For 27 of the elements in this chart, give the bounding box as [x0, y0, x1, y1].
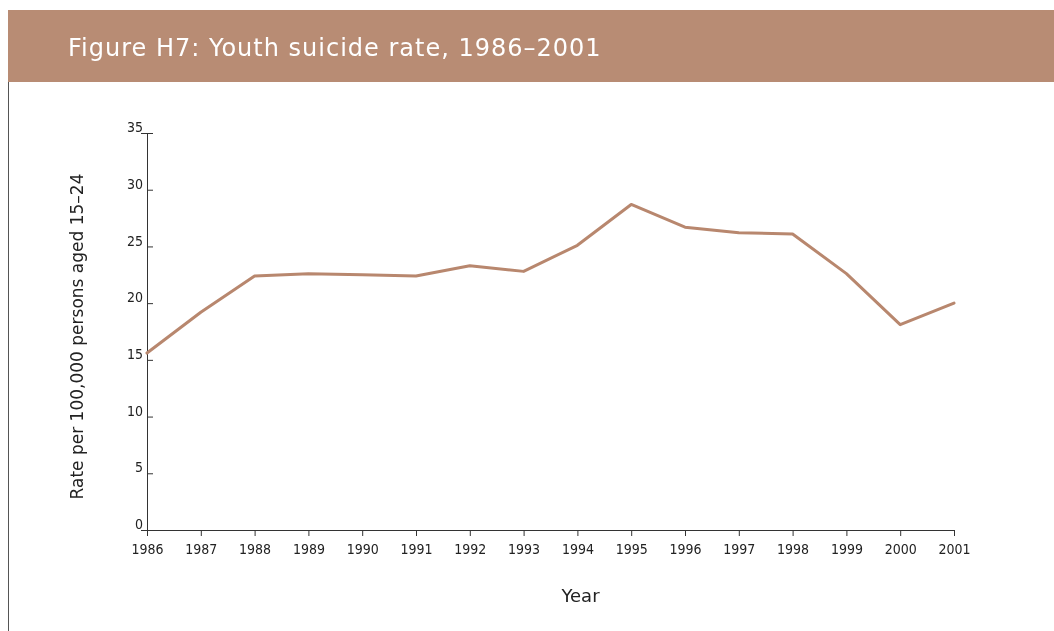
- x-tick-label: 1997: [723, 541, 756, 558]
- y-tick-label: 25: [126, 232, 143, 249]
- x-tick-label: 1990: [346, 541, 379, 558]
- x-tick-label: 1989: [292, 541, 325, 558]
- x-tick-label: 1993: [508, 541, 541, 558]
- y-tick-label: 0: [134, 516, 143, 533]
- y-tick-label: 15: [126, 345, 143, 362]
- y-axis-title: Rate per 100,000 persons aged 15–24: [67, 173, 87, 500]
- x-axis-title: Year: [560, 585, 601, 606]
- x-tick-label: 1995: [615, 541, 648, 558]
- y-tick-label: 35: [126, 119, 143, 136]
- x-tick-label: 1996: [669, 541, 702, 558]
- x-tick-label: 1999: [830, 541, 863, 558]
- y-tick-label: 5: [134, 459, 143, 476]
- x-tick-label: 2001: [938, 541, 971, 558]
- y-tick-label: 30: [126, 175, 143, 192]
- y-tick-label: 10: [126, 402, 143, 419]
- x-tick-label: 2000: [884, 541, 917, 558]
- x-tick-label: 1994: [561, 541, 594, 558]
- x-tick-label: 1987: [185, 541, 218, 558]
- chart-title: Figure H7: Youth suicide rate, 1986–2001: [68, 34, 602, 62]
- y-tick-label: 20: [126, 289, 143, 306]
- x-tick-label: 1986: [131, 541, 164, 558]
- x-tick-label: 1992: [454, 541, 487, 558]
- x-tick-label: 1998: [777, 541, 810, 558]
- x-tick-label: 1988: [239, 541, 272, 558]
- x-tick-label: 1991: [400, 541, 433, 558]
